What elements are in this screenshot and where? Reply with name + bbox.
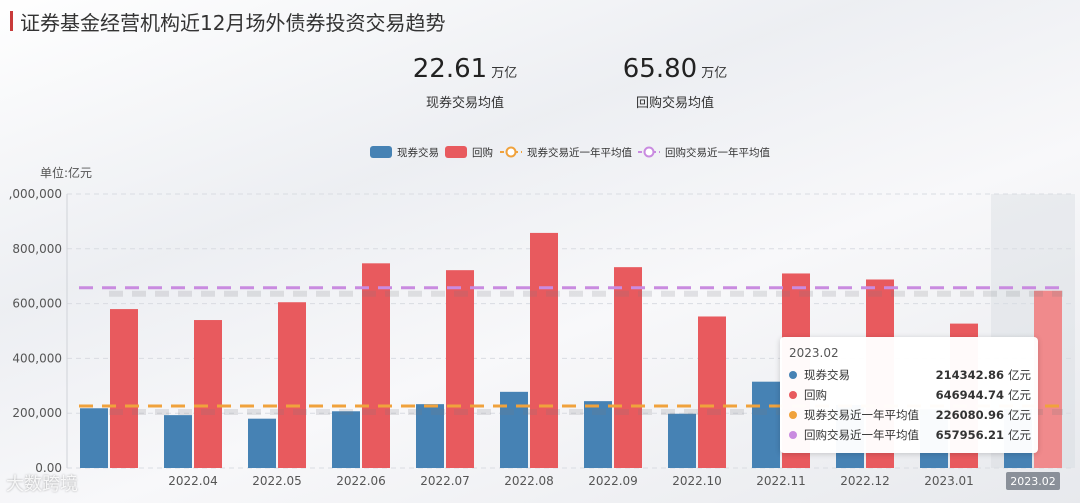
bar-spot bbox=[80, 408, 108, 468]
page-title: 证券基金经营机构近12月场外债券投资交易趋势 bbox=[20, 11, 446, 35]
bar-repo bbox=[362, 263, 390, 468]
tooltip-series-name: 回购交易近一年平均值 bbox=[804, 428, 919, 442]
legend-marker bbox=[643, 146, 655, 158]
bar-repo bbox=[530, 232, 558, 468]
x-tick-label: 2022.05 bbox=[252, 474, 302, 488]
tooltip-series-value: 646944.74 bbox=[935, 388, 1004, 402]
tooltip-row-spot-average: 现券交易近一年平均值 226080.96 亿元 bbox=[789, 407, 1031, 425]
series-dot-icon bbox=[789, 411, 797, 419]
x-tick-label: 2022.07 bbox=[420, 474, 470, 488]
y-tick-label: 400,000 bbox=[12, 351, 62, 365]
tooltip-row-repo-average: 回购交易近一年平均值 657956.21 亿元 bbox=[789, 427, 1031, 445]
tooltip-series-value: 214342.86 bbox=[935, 368, 1004, 382]
y-axis-unit-label: 单位:亿元 bbox=[40, 165, 92, 180]
x-tick-label: 2022.12 bbox=[840, 474, 890, 488]
bar-spot bbox=[332, 411, 360, 468]
tooltip-unit: 亿元 bbox=[1008, 428, 1031, 442]
bar-repo bbox=[110, 309, 138, 468]
kpi-label: 回购交易均值 bbox=[635, 96, 714, 111]
x-tick-label: 2022.11 bbox=[756, 474, 806, 488]
tooltip-series-name: 现券交易近一年平均值 bbox=[804, 408, 919, 422]
x-tick-label: 2023.01 bbox=[924, 474, 974, 488]
series-dot-icon bbox=[789, 391, 797, 399]
bar-repo bbox=[446, 270, 474, 468]
x-tick-label: 2022.10 bbox=[672, 474, 722, 488]
bar-repo bbox=[194, 320, 222, 468]
bar-repo bbox=[698, 316, 726, 468]
legend-label: 回购交易近一年平均值 bbox=[665, 146, 770, 159]
kpi-spot-average: 22.61 万亿 现券交易均值 bbox=[390, 54, 540, 111]
series-dot-icon bbox=[789, 371, 797, 379]
y-tick-label: 800,000 bbox=[12, 242, 62, 256]
watermark-logo: 大数跨境 bbox=[6, 474, 78, 495]
kpi-unit: 万亿 bbox=[491, 66, 518, 81]
series-dot-icon bbox=[789, 431, 797, 439]
chart-header: 证券基金经营机构近12月场外债券投资交易趋势 bbox=[0, 0, 1080, 44]
kpi-value: 65.80 bbox=[622, 54, 698, 84]
y-tick-label: 200,000 bbox=[12, 406, 62, 420]
legend-label: 现券交易近一年平均值 bbox=[527, 146, 632, 159]
legend-swatch bbox=[370, 146, 392, 158]
tooltip-unit: 亿元 bbox=[1008, 368, 1031, 382]
bar-spot bbox=[584, 401, 612, 468]
bar-repo bbox=[614, 267, 642, 468]
legend-swatch bbox=[445, 146, 467, 158]
kpi-repo-average: 65.80 万亿 回购交易均值 bbox=[600, 54, 750, 111]
tooltip-title: 2023.02 bbox=[789, 346, 839, 360]
bar-spot bbox=[752, 381, 780, 468]
tooltip-series-name: 回购 bbox=[804, 388, 827, 402]
tooltip-series-value: 226080.96 bbox=[935, 408, 1004, 422]
kpi-unit: 万亿 bbox=[701, 66, 728, 81]
bar-spot bbox=[668, 413, 696, 468]
y-tick-label: 600,000 bbox=[12, 297, 62, 311]
x-tick-highlight bbox=[1006, 472, 1060, 490]
x-tick-label: 2022.08 bbox=[504, 474, 554, 488]
chart-tooltip: 2023.02 现券交易 214342.86 亿元 回购 646944.74 亿元 … bbox=[780, 337, 1038, 453]
bar-repo bbox=[278, 302, 306, 468]
tooltip-series-name: 现券交易 bbox=[804, 368, 850, 382]
bar-repo bbox=[1034, 290, 1062, 468]
kpi-label: 现券交易均值 bbox=[425, 96, 504, 111]
x-tick-label: 2022.09 bbox=[588, 474, 638, 488]
bar-spot bbox=[248, 418, 276, 468]
x-tick-label: 2023.02 bbox=[1010, 475, 1056, 488]
legend-label: 现券交易 bbox=[397, 146, 439, 159]
bar-spot bbox=[164, 415, 192, 468]
x-tick-label: 2022.04 bbox=[168, 474, 218, 488]
tooltip-unit: 亿元 bbox=[1008, 388, 1031, 402]
y-tick-label: ,000,000 bbox=[9, 187, 62, 201]
x-tick-label: 2022.06 bbox=[336, 474, 386, 488]
y-tick-label: 0.00 bbox=[35, 461, 62, 475]
tooltip-series-value: 657956.21 bbox=[935, 428, 1004, 442]
bar-spot bbox=[416, 404, 444, 468]
legend-label: 回购 bbox=[472, 146, 493, 159]
title-accent-bar bbox=[10, 11, 13, 31]
tooltip-row-repo: 回购 646944.74 亿元 bbox=[789, 387, 1031, 405]
bar-spot bbox=[500, 391, 528, 468]
legend-marker bbox=[505, 146, 517, 158]
kpi-value: 22.61 bbox=[412, 54, 488, 84]
tooltip-unit: 亿元 bbox=[1008, 408, 1031, 422]
tooltip-row-spot: 现券交易 214342.86 亿元 bbox=[789, 367, 1031, 385]
